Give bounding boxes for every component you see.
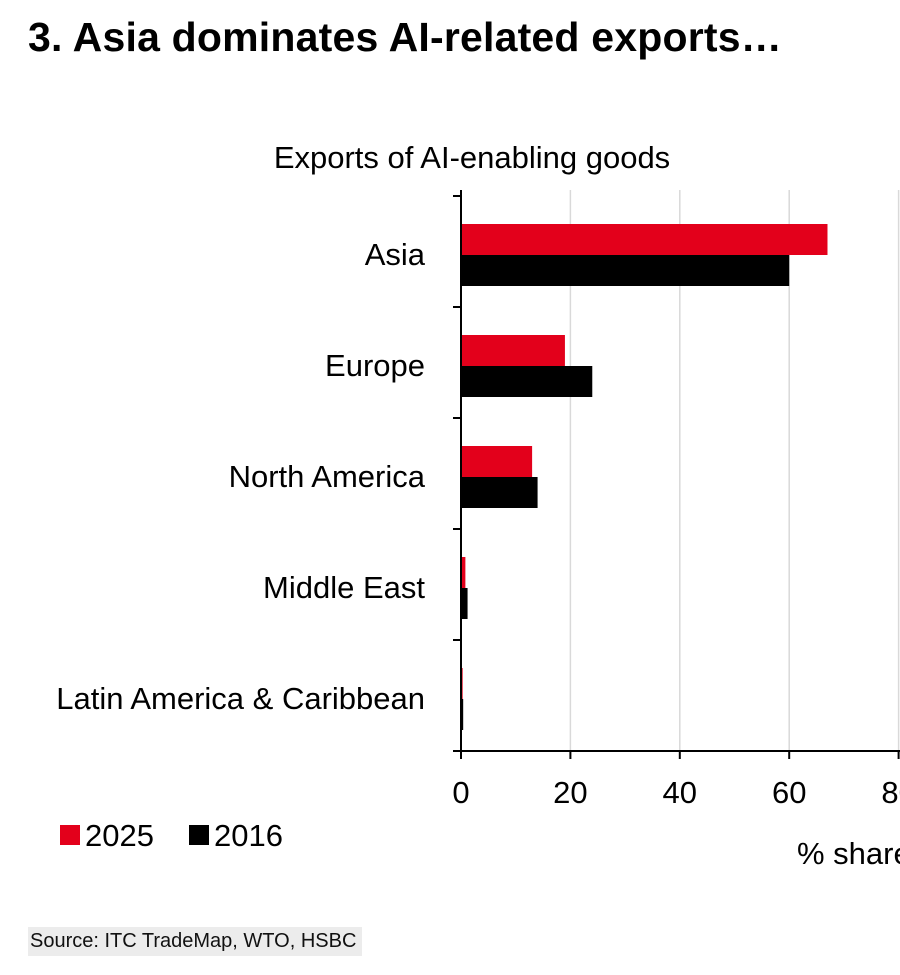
bar-2016-asia: [461, 255, 790, 286]
source-note: Source: ITC TradeMap, WTO, HSBC: [28, 927, 363, 956]
x-axis-label: % share: [797, 836, 900, 871]
bar-2025-middle-east: [461, 557, 466, 588]
bar-2025-north-america: [461, 446, 533, 477]
x-tick-label-80: 80: [881, 775, 900, 810]
category-labels: Asia Europe North America Middle East Latin …: [56, 237, 426, 716]
bar-chart: Exports of AI-enabling goods Asia Europe N…: [0, 120, 900, 900]
bar-2025-asia: [461, 224, 828, 255]
bars: [461, 224, 828, 730]
legend-label-2025: 2025: [85, 818, 154, 853]
chart-title: Exports of AI-enabling goods: [274, 140, 670, 175]
legend: 2025 2016: [60, 818, 283, 853]
x-tick-labels: 0 20 40 60 80: [452, 775, 900, 810]
x-tick-label-60: 60: [772, 775, 806, 810]
legend-swatch-2025: [60, 825, 80, 845]
category-label-europe: Europe: [325, 348, 425, 383]
axes: [453, 190, 900, 759]
bar-2016-latin-america-caribbean: [461, 699, 464, 730]
category-label-asia: Asia: [365, 237, 426, 272]
category-label-middle-east: Middle East: [263, 570, 425, 605]
legend-swatch-2016: [189, 825, 209, 845]
bar-2016-europe: [461, 366, 593, 397]
x-tick-label-0: 0: [452, 775, 469, 810]
chart-svg: Exports of AI-enabling goods Asia Europe N…: [56, 140, 900, 871]
category-label-north-america: North America: [229, 459, 426, 494]
category-label-latin-america-caribbean: Latin America & Caribbean: [56, 681, 425, 716]
x-tick-label-20: 20: [553, 775, 587, 810]
x-tick-label-40: 40: [663, 775, 697, 810]
bar-2025-europe: [461, 335, 565, 366]
bar-2016-north-america: [461, 477, 538, 508]
bar-2016-middle-east: [461, 588, 468, 619]
headline: 3. Asia dominates AI-related exports…: [28, 14, 782, 60]
legend-label-2016: 2016: [214, 818, 283, 853]
